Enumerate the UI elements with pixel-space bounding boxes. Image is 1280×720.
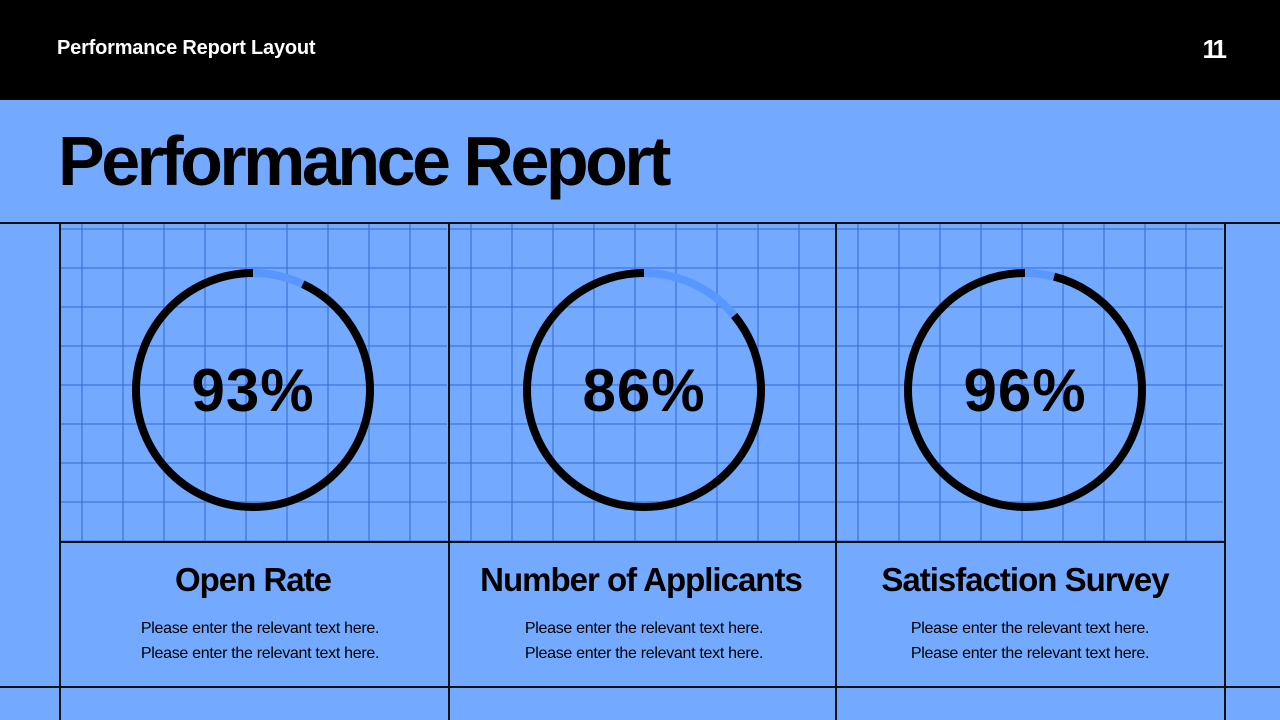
divider-line xyxy=(1224,222,1226,720)
card-description: Please enter the relevant text here. xyxy=(524,620,764,637)
divider-line xyxy=(0,686,1280,688)
card-description: Please enter the relevant text here. xyxy=(524,645,764,662)
card-description: Please enter the relevant text here. xyxy=(910,620,1150,637)
ring-chart xyxy=(132,269,374,511)
card-description: Please enter the relevant text here. xyxy=(140,645,380,662)
ring-chart xyxy=(904,269,1146,511)
page-number: 11 xyxy=(1202,34,1227,64)
ring-progress xyxy=(523,269,765,511)
card-description: Please enter the relevant text here. xyxy=(140,620,380,637)
percentage-value: 96% xyxy=(963,356,1087,424)
percentage-value: 86% xyxy=(582,356,706,424)
satisfaction-gauge: 96% xyxy=(903,268,1147,512)
card-description: Please enter the relevant text here. xyxy=(910,645,1150,662)
ring-progress xyxy=(132,269,374,511)
card-title: Open Rate xyxy=(174,561,332,598)
ring-chart xyxy=(523,269,765,511)
divider-line xyxy=(835,222,837,720)
presentation-title: Performance Report Layout xyxy=(57,37,316,59)
page-title: Performance Report xyxy=(58,122,671,200)
divider-line xyxy=(0,222,1280,224)
percentage-value: 93% xyxy=(191,356,315,424)
divider-line xyxy=(448,222,450,720)
applicants-gauge: 86% xyxy=(522,268,766,512)
top-bar: Performance Report Layout 11 xyxy=(0,0,1280,100)
card-title: Satisfaction Survey xyxy=(881,561,1169,598)
open-rate-gauge: 93% xyxy=(131,268,375,512)
ring-progress xyxy=(904,269,1146,511)
divider-line xyxy=(59,222,61,720)
divider-line xyxy=(60,541,1226,543)
card-title: Number of Applicants xyxy=(480,561,803,598)
